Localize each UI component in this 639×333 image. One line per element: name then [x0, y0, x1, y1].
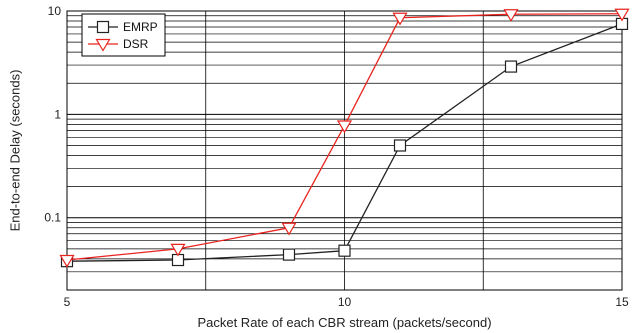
legend: EMRP DSR — [81, 13, 166, 57]
axis-ticks: 5 10 15 0.1 1 10 — [44, 4, 629, 309]
data-point-dsr — [170, 243, 186, 257]
legend-marker — [96, 20, 110, 34]
y-axis-title: End-to-end Delay (seconds) — [7, 70, 22, 232]
y-tick-label: 0.1 — [44, 211, 61, 225]
plot-area-frame — [66, 10, 623, 291]
y-tick-label: 1 — [54, 107, 61, 121]
x-tick-label: 15 — [615, 295, 629, 309]
data-point-dsr — [281, 222, 297, 236]
y-tick-label: 10 — [48, 4, 62, 18]
x-axis-title: Packet Rate of each CBR stream (packets/… — [197, 315, 491, 330]
data-point-emrp — [282, 248, 296, 261]
data-point-emrp — [338, 244, 351, 257]
series-dsr — [59, 8, 630, 268]
legend-item-emrp: EMRP — [88, 20, 158, 34]
data-point-emrp — [504, 60, 518, 73]
legend-label: DSR — [123, 37, 149, 51]
legend-label: EMRP — [123, 20, 158, 34]
data-point-dsr — [503, 9, 519, 22]
data-point-emrp — [393, 139, 407, 152]
legend-item-dsr: DSR — [88, 37, 149, 52]
data-point-dsr — [59, 254, 75, 268]
data-point-dsr — [614, 8, 630, 22]
data-point-dsr — [336, 120, 353, 134]
x-tick-label: 10 — [338, 295, 352, 309]
legend-box — [81, 13, 166, 57]
x-tick-label: 5 — [64, 295, 71, 309]
legend-marker — [95, 38, 111, 52]
series-lines — [59, 8, 630, 268]
data-point-dsr — [392, 12, 408, 26]
